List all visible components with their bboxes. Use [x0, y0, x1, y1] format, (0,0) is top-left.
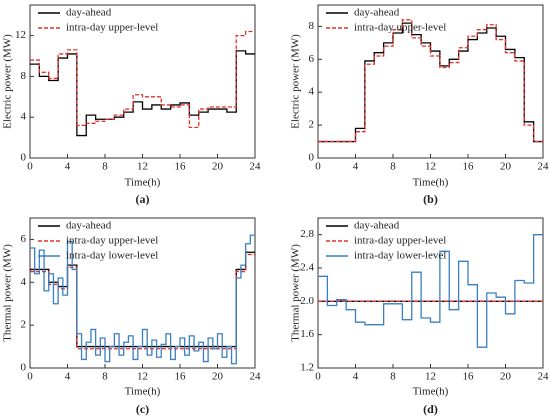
legend-label: day-ahead — [354, 220, 400, 232]
y-tick-label: 0 — [21, 152, 27, 164]
x-tick-label: 16 — [463, 161, 475, 173]
y-tick-label: 4 — [21, 276, 27, 288]
x-tick-label: 24 — [538, 371, 550, 383]
x-tick-label: 24 — [250, 371, 262, 383]
x-tick-label: 12 — [425, 161, 436, 173]
y-tick-label: 6 — [309, 53, 315, 65]
x-tick-label: 20 — [212, 161, 224, 173]
y-tick-label: 2.4 — [300, 262, 314, 274]
x-tick-label: 0 — [27, 371, 33, 383]
legend-label: day-ahead — [66, 220, 112, 232]
y-axis-label: Electric power (MW) — [2, 34, 14, 129]
series-line — [30, 234, 255, 365]
y-tick-label: 2 — [21, 319, 27, 331]
x-tick-label: 4 — [353, 371, 359, 383]
panel-label: (a) — [136, 192, 150, 206]
x-tick-label: 4 — [65, 161, 71, 173]
x-axis-label: Time(h) — [125, 386, 161, 398]
x-tick-label: 20 — [500, 161, 512, 173]
y-tick-label: 2 — [309, 119, 315, 131]
x-tick-label: 0 — [315, 161, 321, 173]
series-line — [30, 30, 255, 129]
x-tick-label: 16 — [463, 371, 475, 383]
y-tick-label: 0 — [309, 152, 315, 164]
legend-label: day-ahead — [354, 7, 400, 19]
legend-label: intra-day upper-level — [66, 22, 158, 34]
y-tick-label: 1.2 — [300, 362, 314, 374]
x-tick-label: 12 — [137, 371, 148, 383]
x-tick-label: 4 — [65, 371, 71, 383]
x-tick-label: 20 — [500, 371, 512, 383]
x-tick-label: 8 — [102, 161, 108, 173]
y-tick-label: 0 — [21, 362, 27, 374]
x-tick-label: 4 — [353, 161, 359, 173]
series-line — [318, 19, 543, 143]
legend-label: intra-day lower-level — [66, 250, 158, 262]
x-tick-label: 12 — [137, 161, 148, 173]
legend-label: intra-day lower-level — [354, 250, 446, 262]
x-tick-label: 24 — [538, 161, 550, 173]
panel-label: (d) — [423, 402, 438, 416]
panel-label: (c) — [136, 402, 149, 416]
x-axis-label: Time(h) — [125, 177, 161, 189]
y-tick-label: 12 — [15, 29, 26, 41]
panel-label: (b) — [423, 192, 438, 206]
y-axis-label: Thermal power (MW) — [2, 244, 14, 342]
x-axis-label: Time(h) — [413, 386, 449, 398]
y-tick-label: 8 — [21, 70, 27, 82]
y-tick-label: 2.0 — [300, 295, 314, 307]
series-line — [318, 22, 543, 143]
x-tick-label: 8 — [102, 371, 108, 383]
legend-label: intra-day upper-level — [66, 235, 158, 247]
y-tick-label: 2.8 — [300, 228, 314, 240]
series-line — [318, 234, 543, 348]
y-tick-label: 4 — [309, 86, 315, 98]
legend-label: intra-day upper-level — [354, 235, 446, 247]
x-tick-label: 16 — [175, 161, 187, 173]
x-axis-label: Time(h) — [413, 177, 449, 189]
y-tick-label: 1.6 — [300, 328, 314, 340]
x-tick-label: 8 — [390, 161, 396, 173]
y-axis-label: Thermal power (MW) — [290, 244, 302, 342]
x-tick-label: 8 — [390, 371, 396, 383]
x-tick-label: 24 — [250, 161, 262, 173]
series-line — [30, 50, 255, 137]
x-tick-label: 12 — [425, 371, 436, 383]
y-axis-label: Electric power (MW) — [290, 34, 302, 129]
y-tick-label: 4 — [21, 111, 27, 123]
y-tick-label: 8 — [309, 20, 315, 32]
y-tick-label: 6 — [21, 233, 27, 245]
x-tick-label: 16 — [175, 371, 187, 383]
x-tick-label: 20 — [212, 371, 224, 383]
x-tick-label: 0 — [27, 161, 33, 173]
legend-label: day-ahead — [66, 7, 112, 19]
legend-label: intra-day upper-level — [354, 22, 446, 34]
x-tick-label: 0 — [315, 371, 321, 383]
